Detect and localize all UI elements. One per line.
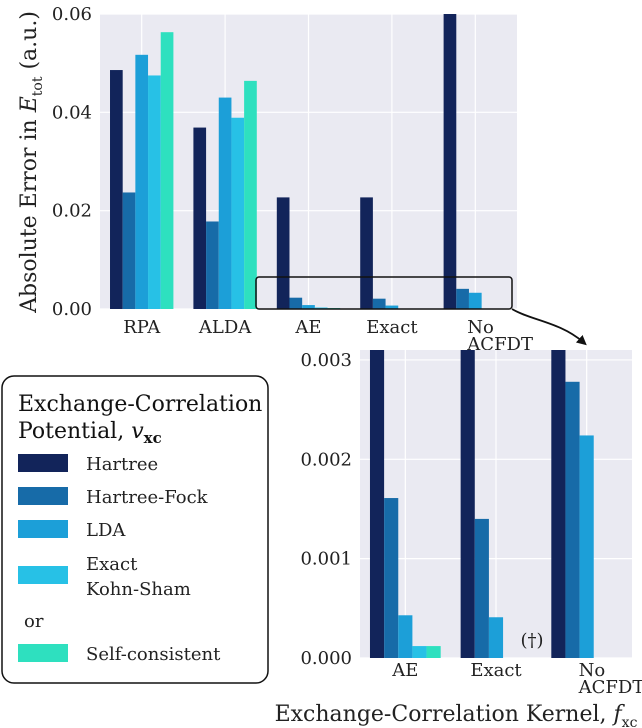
- zoom-arrow: [511, 308, 587, 346]
- zoom-bars: [369, 350, 594, 658]
- zoom-x-axis-label: Exchange-Correlation Kernel, fxc: [275, 702, 638, 728]
- legend-label-hartree: Hartree: [86, 454, 158, 475]
- top-ytick-3: 0.06: [52, 4, 92, 25]
- top-bar-lda-3: [385, 305, 399, 309]
- top-x-ticks: RPA ALDA AE Exact No ACFDT: [123, 317, 533, 355]
- zoom-bar-hartree-2: [551, 350, 566, 658]
- zoom-xtick-1: Exact: [470, 660, 522, 681]
- top-bar-hartree-1: [193, 127, 207, 309]
- top-y-ticks: 0.00 0.02 0.04 0.06: [52, 4, 92, 320]
- legend-swatch-self-consistent: [18, 644, 68, 662]
- zoom-xtick-2: No ACFDT: [578, 660, 642, 698]
- legend-label-self-consistent: Self-consistent: [86, 644, 221, 665]
- top-y-axis-label: Absolute Error in Etot (a.u.): [17, 11, 46, 314]
- top-xtick-0: RPA: [123, 317, 161, 338]
- zoom-annotation: (†): [520, 630, 543, 651]
- top-bar-lda-2: [302, 305, 315, 309]
- legend-swatch-hartree: [18, 454, 68, 472]
- top-ytick-2: 0.04: [52, 102, 92, 123]
- top-xtick-3: Exact: [366, 317, 418, 338]
- top-xtick-1: ALDA: [198, 317, 252, 338]
- legend-box: [1, 375, 269, 684]
- legend-swatch-exact-ks: [18, 566, 68, 584]
- top-ytick-0: 0.00: [52, 299, 92, 320]
- zoom-ytick-3: 0.003: [300, 350, 352, 371]
- zoom-ytick-2: 0.002: [300, 449, 352, 470]
- top-bar-hartree-fock-4: [456, 288, 469, 309]
- top-bar-hartree-0: [110, 70, 123, 309]
- top-bar-hartree-4: [443, 14, 457, 309]
- top-ytick-1: 0.02: [52, 201, 92, 222]
- legend-label-lda: LDA: [86, 520, 126, 541]
- zoom-bar-exact-kohn-sham-0: [412, 646, 427, 658]
- top-bar-hartree-fock-0: [122, 192, 136, 309]
- zoom-bar-hartree-fock-0: [384, 498, 399, 658]
- legend-label-exact-ks: Exact: [86, 554, 138, 575]
- zoom-bar-hartree-1: [460, 350, 475, 658]
- zoom-bar-lda-1: [488, 617, 504, 658]
- zoom-ytick-0: 0.000: [300, 648, 352, 669]
- zoom-bar-lda-2: [579, 435, 594, 658]
- top-bar-hartree-fock-3: [372, 298, 386, 309]
- zoom-xtick-0: AE: [391, 660, 418, 681]
- zoom-bar-hartree-fock-1: [474, 518, 489, 658]
- top-bar-hartree-fock-2: [289, 297, 303, 309]
- zoom-region-box: [255, 276, 513, 310]
- top-bar-lda-1: [218, 97, 232, 309]
- legend-label-exact-ks-line2: Kohn-Sham: [86, 579, 191, 600]
- top-bar-hartree-3: [360, 197, 373, 309]
- top-bar-lda-0: [135, 54, 149, 310]
- zoom-bar-hartree-0: [369, 350, 385, 658]
- top-xtick-2: AE: [294, 317, 321, 338]
- legend-or-label: or: [24, 611, 44, 632]
- zoom-y-ticks: 0.000 0.001 0.002 0.003: [300, 350, 352, 669]
- top-bar-self-consistent-1: [244, 80, 257, 310]
- legend: Exchange-Correlation Potential, vxc Hart…: [1, 375, 269, 684]
- legend-swatch-lda: [18, 520, 68, 538]
- top-xtick-4: No ACFDT: [466, 317, 533, 355]
- top-bar-exact-kohn-sham-0: [148, 75, 161, 310]
- top-bars: [110, 14, 482, 310]
- zoom-ytick-1: 0.001: [300, 549, 352, 570]
- top-bar-self-consistent-0: [160, 32, 174, 309]
- legend-title-line2: Potential, vxc: [18, 419, 162, 447]
- zoom-bar-hartree-fock-2: [565, 381, 580, 658]
- top-chart: 0.00 0.02 0.04 0.06 RPA ALDA AE Exact No ACFDT A…: [17, 4, 587, 355]
- legend-title: Exchange-Correlation: [18, 392, 262, 417]
- zoom-bar-lda-0: [398, 615, 413, 658]
- top-bar-hartree-fock-1: [206, 221, 219, 309]
- top-bar-lda-4: [468, 292, 482, 309]
- legend-swatch-hartree-fock: [18, 487, 68, 505]
- top-bar-exact-kohn-sham-1: [231, 117, 245, 310]
- zoom-bar-self-consistent-0: [426, 646, 441, 658]
- zoom-x-ticks: AE Exact No ACFDT: [391, 660, 642, 698]
- top-bar-hartree-2: [276, 197, 290, 309]
- legend-label-hartree-fock: Hartree-Fock: [86, 487, 209, 508]
